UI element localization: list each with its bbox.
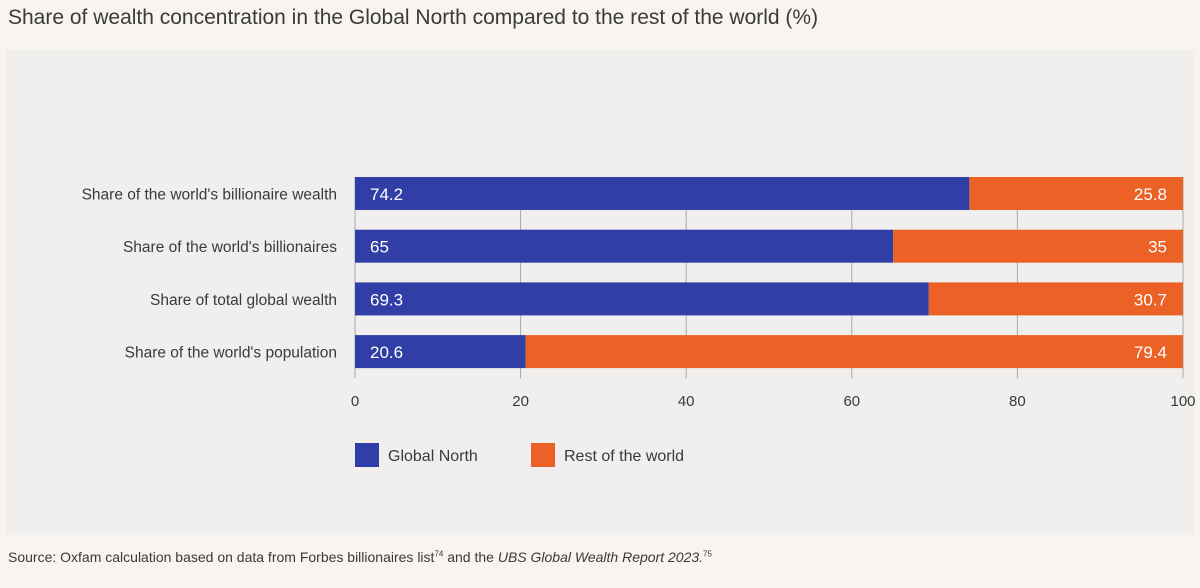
chart-title: Share of wealth concentration in the Glo… <box>8 6 819 29</box>
source-note: Source: Oxfam calculation based on data … <box>8 549 712 565</box>
source-middle: and the <box>443 549 498 565</box>
footnote-ref: 74 <box>434 549 444 559</box>
footnote-ref: 75 <box>703 549 712 559</box>
x-tick-label: 80 <box>1009 393 1026 410</box>
x-tick-label: 40 <box>678 393 695 410</box>
source-prefix: Source: Oxfam calculation based on data … <box>8 549 435 565</box>
data-label: 20.6 <box>370 343 403 362</box>
x-tick-label: 60 <box>843 393 860 410</box>
rest-of-world-bar <box>893 229 1183 263</box>
category-label: Share of the world's population <box>125 345 337 362</box>
global-north-bar <box>355 335 526 369</box>
global-north-bar <box>355 282 929 316</box>
data-label: 79.4 <box>1134 343 1167 362</box>
legend-label: Global North <box>388 448 478 465</box>
x-tick-label: 20 <box>512 393 529 410</box>
data-label: 65 <box>370 238 389 257</box>
rest-of-world-bar <box>969 177 1183 210</box>
category-label: Share of the world's billionaire wealth <box>82 187 337 204</box>
x-tick-label: 0 <box>351 393 359 410</box>
data-label: 30.7 <box>1134 290 1167 309</box>
category-label: Share of the world's billionaires <box>123 239 337 256</box>
data-label: 35 <box>1148 238 1167 257</box>
global-north-bar <box>355 229 894 263</box>
rest-of-world-bar <box>525 335 1183 369</box>
data-label: 25.8 <box>1134 185 1167 204</box>
legend-swatch-global-north <box>355 443 379 467</box>
legend-swatch-rest-of-world <box>531 443 555 467</box>
data-label: 69.3 <box>370 290 403 309</box>
rest-of-world-bar <box>928 282 1183 316</box>
legend-label: Rest of the world <box>564 448 684 465</box>
category-label: Share of total global wealth <box>150 292 337 309</box>
data-label: 74.2 <box>370 185 403 204</box>
x-tick-label: 100 <box>1170 393 1195 410</box>
global-north-bar <box>355 177 970 210</box>
report-title: UBS Global Wealth Report 2023. <box>497 549 704 565</box>
